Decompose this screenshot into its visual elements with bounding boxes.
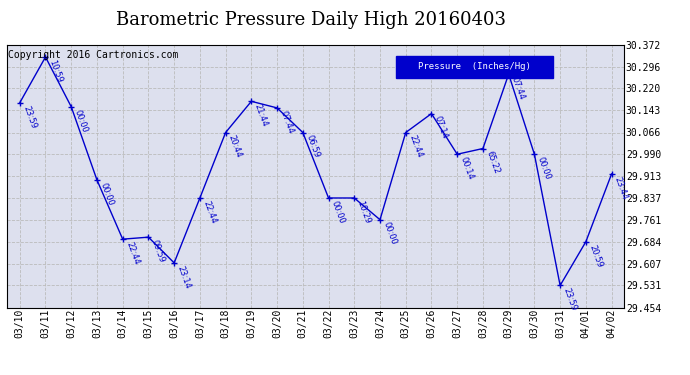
Text: 00:00: 00:00 xyxy=(382,221,398,246)
Text: 23:14: 23:14 xyxy=(175,264,192,290)
Text: 20:59: 20:59 xyxy=(587,243,604,268)
Text: 00:00: 00:00 xyxy=(535,156,553,181)
Text: 00:00: 00:00 xyxy=(72,108,89,134)
Text: 00:00: 00:00 xyxy=(99,182,115,207)
Text: 21:44: 21:44 xyxy=(253,103,269,128)
Text: 23:44: 23:44 xyxy=(613,176,629,201)
Text: Barometric Pressure Daily High 20160403: Barometric Pressure Daily High 20160403 xyxy=(115,11,506,29)
Text: 00:00: 00:00 xyxy=(330,200,346,225)
Text: 07:14: 07:14 xyxy=(433,115,449,141)
Text: Copyright 2016 Cartronics.com: Copyright 2016 Cartronics.com xyxy=(8,50,179,60)
Text: 10:59: 10:59 xyxy=(47,58,63,84)
Text: 22:44: 22:44 xyxy=(201,200,218,225)
Text: 23:59: 23:59 xyxy=(562,287,578,312)
Text: 23:59: 23:59 xyxy=(21,104,38,130)
Text: 22:44: 22:44 xyxy=(124,240,141,266)
Text: 65:22: 65:22 xyxy=(484,150,501,176)
Text: 20:44: 20:44 xyxy=(227,134,244,159)
Text: 00:14: 00:14 xyxy=(459,156,475,181)
Text: 22:44: 22:44 xyxy=(407,134,424,159)
Text: 06:59: 06:59 xyxy=(304,134,321,159)
FancyBboxPatch shape xyxy=(396,56,553,78)
Text: 07:44: 07:44 xyxy=(510,75,526,101)
Text: 07:44: 07:44 xyxy=(279,109,295,135)
Text: 10:29: 10:29 xyxy=(355,200,372,225)
Text: Pressure  (Inches/Hg): Pressure (Inches/Hg) xyxy=(418,62,531,71)
Text: 09:59: 09:59 xyxy=(150,238,166,264)
